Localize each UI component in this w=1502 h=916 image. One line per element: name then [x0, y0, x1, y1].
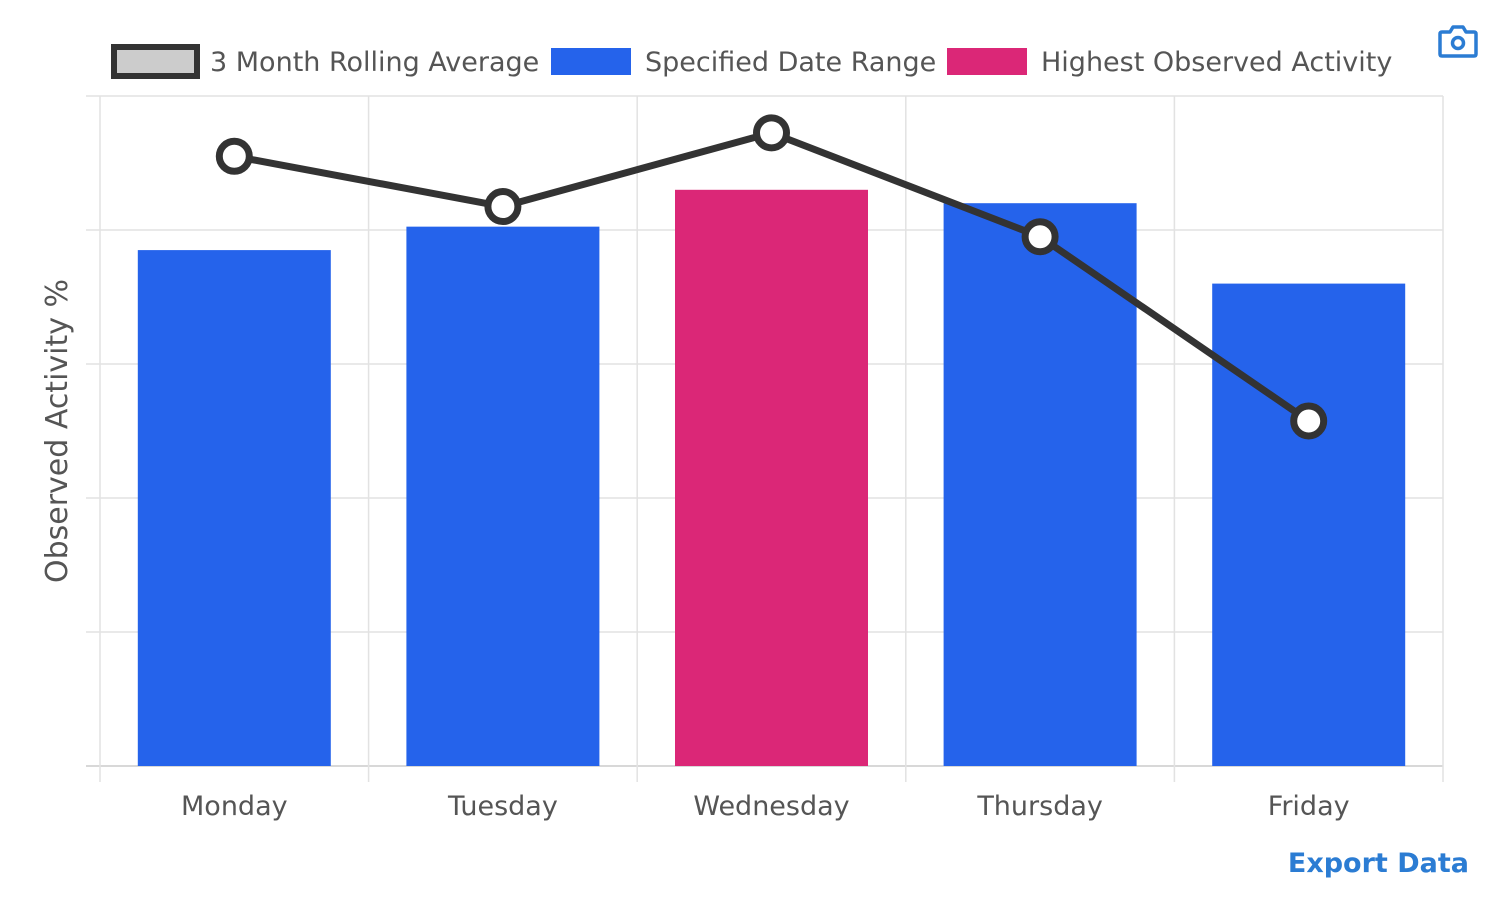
x-tick-tuesday: Tuesday	[447, 791, 558, 822]
legend-swatch-rolling	[111, 44, 200, 79]
legend[interactable]: 3 Month Rolling Average Specified Date R…	[111, 44, 1392, 79]
x-tick-thursday: Thursday	[976, 791, 1103, 822]
legend-item-specified[interactable]: Specified Date Range	[551, 47, 936, 78]
rolling-point-tuesday[interactable]	[484, 188, 522, 226]
legend-item-rolling[interactable]: 3 Month Rolling Average	[111, 44, 539, 79]
rolling-point-wednesday[interactable]	[753, 114, 790, 152]
legend-label-specified: Specified Date Range	[645, 47, 936, 78]
rolling-average-line	[215, 114, 1328, 440]
bar-thursday[interactable]	[943, 203, 1137, 766]
bar-friday[interactable]	[1212, 283, 1406, 766]
legend-swatch-specified	[551, 48, 631, 75]
bar-monday[interactable]	[137, 250, 331, 767]
rolling-point-friday[interactable]	[1290, 402, 1328, 440]
y-axis-label: Observed Activity %	[40, 279, 75, 583]
camera-button[interactable]	[1437, 22, 1479, 60]
bar-wednesday[interactable]	[675, 189, 868, 767]
camera-icon	[1438, 25, 1478, 58]
legend-label-highest: Highest Observed Activity	[1041, 47, 1392, 78]
x-tick-wednesday: Wednesday	[693, 791, 849, 822]
bars	[137, 189, 1406, 767]
export-data-link[interactable]: Export Data	[1287, 848, 1469, 879]
bar-tuesday[interactable]	[406, 226, 600, 766]
rolling-point-thursday[interactable]	[1021, 218, 1059, 256]
rolling-point-monday[interactable]	[215, 137, 253, 175]
legend-label-rolling: 3 Month Rolling Average	[210, 47, 539, 78]
x-axis: Monday Tuesday Wednesday Thursday Friday	[181, 791, 1350, 822]
legend-swatch-highest	[947, 48, 1027, 75]
x-tick-friday: Friday	[1268, 791, 1350, 822]
legend-item-highest[interactable]: Highest Observed Activity	[947, 47, 1392, 78]
x-tick-monday: Monday	[181, 791, 288, 822]
